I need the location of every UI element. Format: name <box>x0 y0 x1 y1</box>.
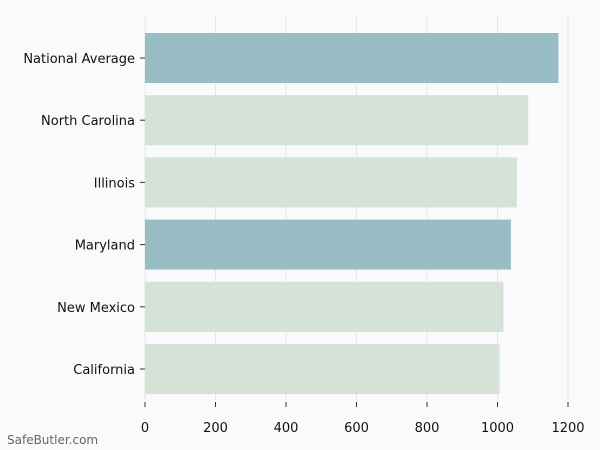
category-label: North Carolina <box>41 114 135 129</box>
bar-national-average <box>145 33 559 83</box>
x-tick-label: 600 <box>344 421 369 436</box>
category-label: Maryland <box>75 239 135 254</box>
watermark: SafeButler.com <box>7 433 99 447</box>
x-tick-label: 400 <box>274 421 299 436</box>
bar-illinois <box>145 157 517 208</box>
bars <box>145 33 559 394</box>
category-label: National Average <box>23 52 135 67</box>
category-label: California <box>73 363 135 378</box>
bar-north-carolina <box>145 95 529 146</box>
category-label: Illinois <box>94 176 135 191</box>
bar-california <box>145 344 500 394</box>
x-tick-label: 800 <box>415 421 440 436</box>
x-tick-label: 200 <box>203 421 228 436</box>
bar-new-mexico <box>145 281 504 332</box>
x-tick-labels: 0 200 400 600 800 1000 1200 <box>141 402 585 436</box>
category-labels: National Average North Carolina Illinois Ma… <box>23 52 145 378</box>
category-label: New Mexico <box>57 301 135 316</box>
x-tick-label: 1200 <box>551 421 584 436</box>
x-tick-label: 1000 <box>481 421 514 436</box>
x-tick-label: 0 <box>141 421 149 436</box>
bar-maryland <box>145 219 511 270</box>
